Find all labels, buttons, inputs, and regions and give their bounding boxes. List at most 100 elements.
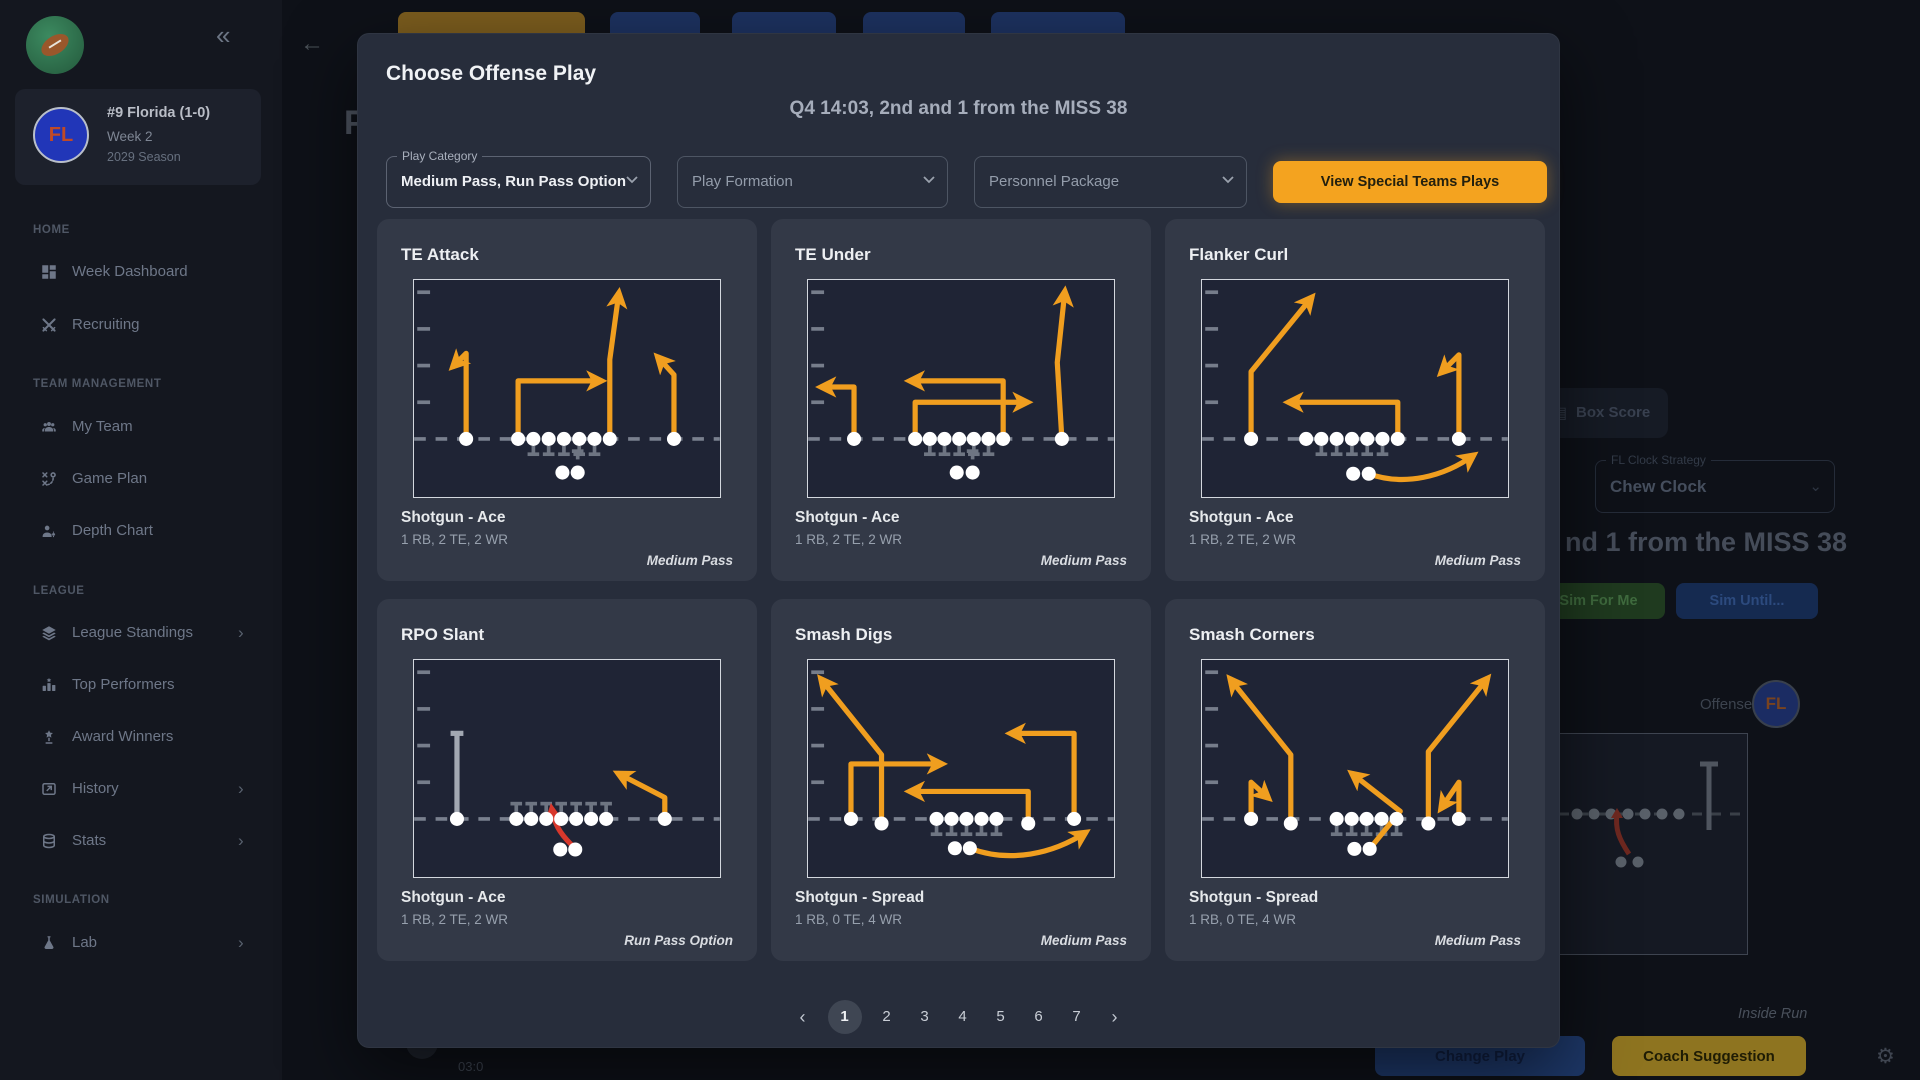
personnel-package-select[interactable]: Personnel Package (974, 156, 1247, 208)
chevron-down-icon: ⌄ (1809, 478, 1822, 495)
play-personnel: 1 RB, 2 TE, 2 WR (1189, 532, 1297, 547)
background-play-diagram (1558, 733, 1749, 955)
team-week: Week 2 (107, 129, 153, 144)
pagination-page-1[interactable]: 1 (827, 1000, 862, 1034)
lab-icon (40, 934, 58, 952)
pagination-page-3[interactable]: 3 (920, 1008, 929, 1025)
team-icon (40, 418, 58, 436)
play-diagram (1201, 279, 1509, 498)
play-card-te-under[interactable]: TE Under Shotgun - Ace 1 RB, 2 TE, 2 WR Med… (771, 219, 1151, 581)
sidebar-collapse-icon[interactable]: « (216, 20, 231, 50)
play-category-tag: Medium Pass (646, 553, 733, 568)
sidebar-item-depth-chart[interactable]: Depth Chart (0, 517, 282, 545)
depth-chart-icon (40, 522, 58, 540)
sidebar-section-simulation: SIMULATION (33, 894, 110, 906)
history-icon (40, 780, 58, 798)
sidebar-item-week-dashboard[interactable]: Week Dashboard (0, 258, 282, 286)
chevron-right-icon: › (238, 831, 244, 850)
play-formation: Shotgun - Ace (401, 509, 506, 526)
sidebar: « FL #9 Florida (1-0) Week 2 2029 Season… (0, 0, 282, 1080)
play-name: TE Attack (401, 245, 479, 264)
coach-suggestion-button[interactable]: Coach Suggestion (1612, 1036, 1806, 1076)
play-diagram (413, 279, 721, 498)
chevron-down-icon (626, 176, 638, 184)
team-card: FL #9 Florida (1-0) Week 2 2029 Season (15, 89, 261, 185)
choose-offense-play-modal: Choose Offense Play Q4 14:03, 2nd and 1 … (357, 33, 1560, 1048)
play-category-select[interactable]: Play Category Medium Pass, Run Pass Opti… (386, 149, 651, 208)
chevron-down-icon (1222, 176, 1234, 184)
play-personnel: 1 RB, 0 TE, 4 WR (795, 912, 903, 927)
chevron-right-icon: › (238, 779, 244, 798)
play-formation: Shotgun - Spread (1189, 889, 1319, 906)
sidebar-item-label: Lab (72, 934, 98, 951)
sidebar-item-label: Week Dashboard (72, 263, 188, 280)
team-title: #9 Florida (1-0) (107, 105, 211, 121)
play-card-te-attack[interactable]: TE Attack Shotgun - Ace 1 RB, 2 TE, 2 WR Me… (377, 219, 757, 581)
awards-icon (40, 728, 58, 746)
play-card-smash-digs[interactable]: Smash Digs Shotgun - Spread 1 RB, 0 TE, 4 … (771, 599, 1151, 961)
pagination-page-6[interactable]: 6 (1034, 1008, 1043, 1025)
play-diagram (807, 279, 1115, 498)
team-season: 2029 Season (107, 150, 181, 164)
inside-run-label: Inside Run (1738, 1006, 1808, 1022)
play-formation: Shotgun - Spread (795, 889, 925, 906)
play-personnel: 1 RB, 2 TE, 2 WR (795, 532, 903, 547)
pagination: ‹ 1 2 3 4 5 6 7 › (358, 1000, 1559, 1034)
sidebar-item-label: Top Performers (72, 676, 175, 693)
play-card-flanker-curl[interactable]: Flanker Curl Shotgun - Ace 1 RB, 2 TE, 2 W… (1165, 219, 1545, 581)
sidebar-item-stats[interactable]: Stats › (0, 827, 282, 855)
play-category-tag: Run Pass Option (624, 933, 733, 948)
pagination-page-4[interactable]: 4 (958, 1008, 967, 1025)
sidebar-item-label: Depth Chart (72, 522, 153, 539)
gameplan-icon (40, 470, 58, 488)
sidebar-item-top-performers[interactable]: Top Performers (0, 671, 282, 699)
sidebar-item-recruiting[interactable]: Recruiting (0, 311, 282, 339)
pagination-prev-icon[interactable]: ‹ (799, 1006, 806, 1027)
recruiting-icon (40, 316, 58, 334)
sidebar-item-league-standings[interactable]: League Standings › (0, 619, 282, 647)
app-logo-icon[interactable] (26, 16, 84, 74)
back-arrow-icon[interactable]: ← (300, 30, 324, 57)
play-category-tag: Medium Pass (1434, 553, 1521, 568)
play-formation: Shotgun - Ace (401, 889, 506, 906)
play-personnel: 1 RB, 0 TE, 4 WR (1189, 912, 1297, 927)
play-name: RPO Slant (401, 625, 485, 644)
sidebar-item-lab[interactable]: Lab › (0, 929, 282, 957)
play-card-smash-corners[interactable]: Smash Corners Shotgun - Spread 1 RB, 0 TE,… (1165, 599, 1545, 961)
view-special-teams-button[interactable]: View Special Teams Plays (1273, 161, 1547, 203)
play-formation: Shotgun - Ace (1189, 509, 1294, 526)
dashboard-icon (40, 263, 58, 281)
play-card-rpo-slant[interactable]: RPO Slant Shotgun - Ace 1 RB, 2 TE, 2 WR Ru… (377, 599, 757, 961)
play-category-tag: Medium Pass (1040, 933, 1127, 948)
chevron-right-icon: › (238, 623, 244, 642)
game-situation: Q4 14:03, 2nd and 1 from the MISS 38 (789, 98, 1128, 119)
pagination-page-7[interactable]: 7 (1072, 1008, 1081, 1025)
team-avatar: FL (33, 107, 89, 163)
settings-gear-icon[interactable]: ⚙ (1876, 1045, 1895, 1068)
play-card-grid: TE Attack Shotgun - Ace 1 RB, 2 TE, 2 WR Me… (377, 219, 1545, 961)
pagination-page-5[interactable]: 5 (996, 1008, 1005, 1025)
sidebar-item-game-plan[interactable]: Game Plan (0, 465, 282, 493)
sidebar-item-label: Stats (72, 832, 107, 849)
play-name: TE Under (795, 245, 871, 264)
situation-heading-partial: nd 1 from the MISS 38 (1565, 527, 1848, 557)
pagination-page-2[interactable]: 2 (882, 1008, 891, 1025)
sidebar-section-team-management: TEAM MANAGEMENT (33, 378, 162, 390)
play-diagram (413, 659, 721, 878)
play-name: Smash Digs (795, 625, 893, 644)
sidebar-item-my-team[interactable]: My Team (0, 413, 282, 441)
sim-until-button[interactable]: Sim Until... (1676, 583, 1818, 619)
clock-strategy-select[interactable]: FL Clock Strategy Chew Clock ⌄ (1595, 453, 1835, 513)
top-performers-icon (40, 676, 58, 694)
play-personnel: 1 RB, 2 TE, 2 WR (401, 532, 509, 547)
sidebar-section-league: LEAGUE (33, 585, 85, 597)
play-formation-select[interactable]: Play Formation (677, 156, 948, 208)
sidebar-item-award-winners[interactable]: Award Winners (0, 723, 282, 751)
sidebar-item-label: Game Plan (72, 470, 148, 487)
sidebar-item-label: My Team (72, 418, 133, 435)
drive-log-time: 03:0 (458, 1059, 484, 1074)
sidebar-item-history[interactable]: History › (0, 775, 282, 803)
sidebar-item-label: League Standings (72, 624, 193, 641)
pagination-next-icon[interactable]: › (1111, 1006, 1118, 1027)
